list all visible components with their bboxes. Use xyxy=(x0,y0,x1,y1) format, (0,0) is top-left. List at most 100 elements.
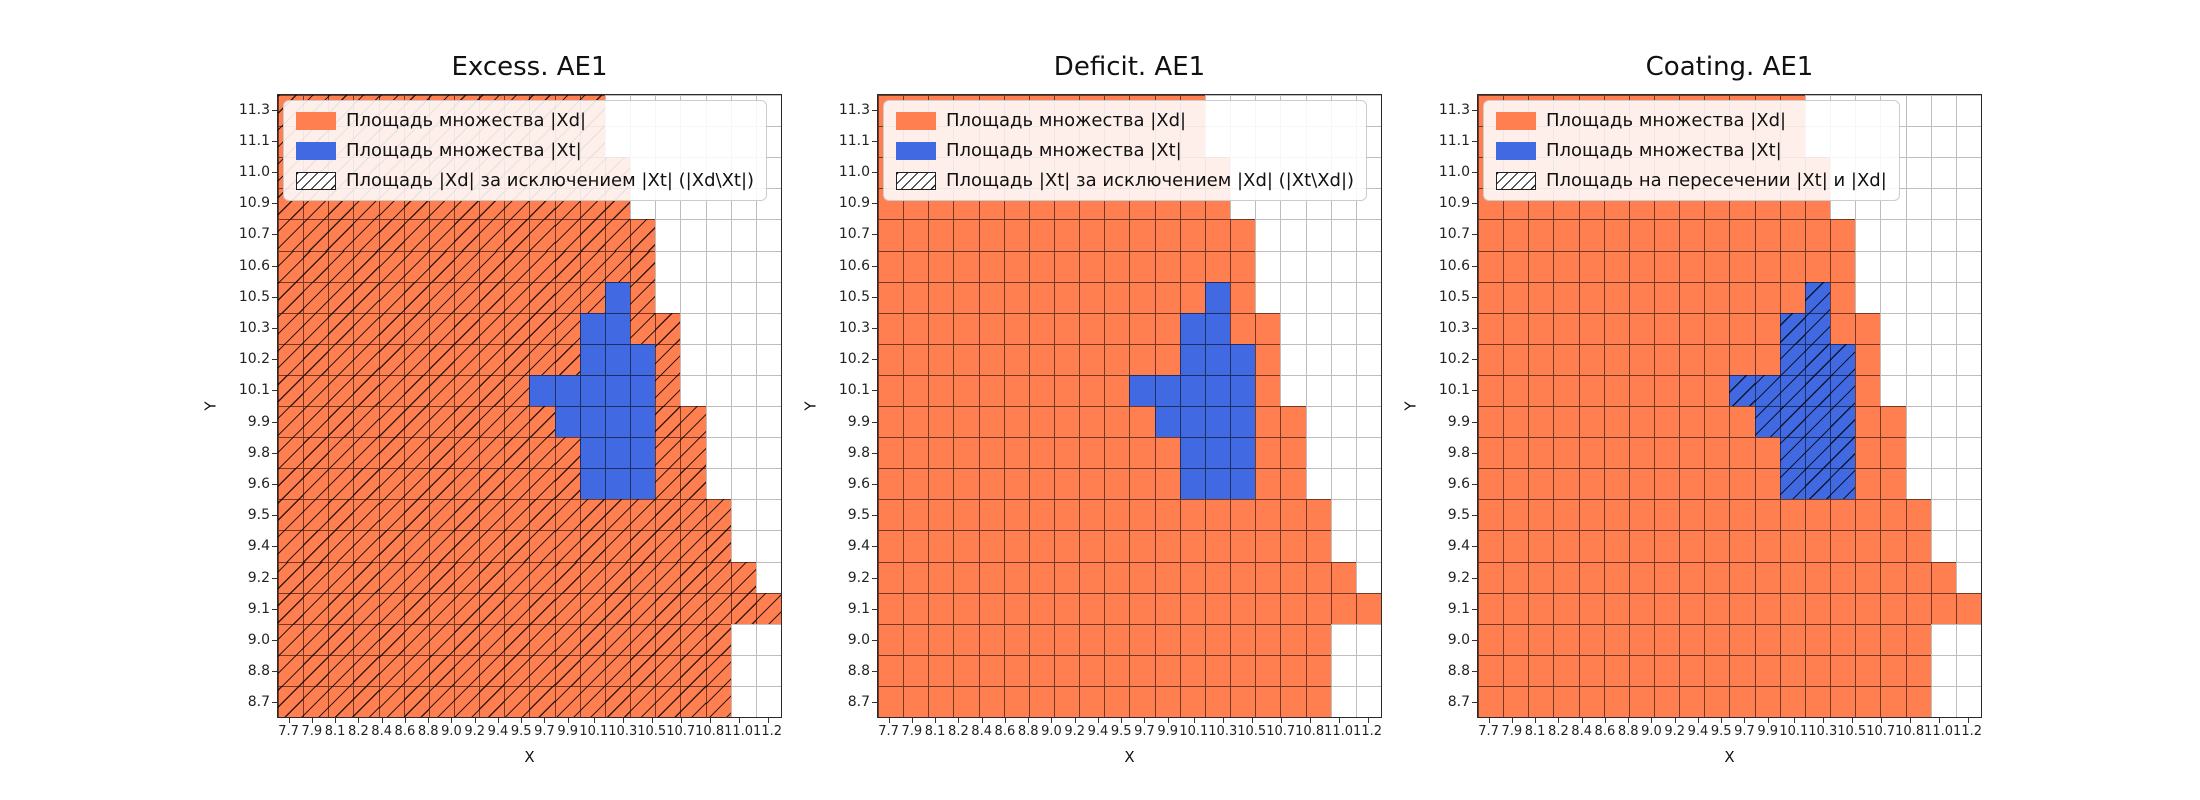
grid-cell-xd xyxy=(1478,219,1504,251)
grid-cell-xd xyxy=(1079,281,1105,313)
grid-cell-xd xyxy=(1679,374,1705,406)
grid-cell-xt xyxy=(1830,437,1856,469)
grid-cell-xd xyxy=(1204,623,1231,655)
grid-cell-xd xyxy=(1830,592,1856,624)
legend-swatch-xt xyxy=(896,141,936,160)
grid-cell-xd xyxy=(1104,654,1130,686)
grid-cell-xd xyxy=(1478,343,1504,375)
grid-cell-xd xyxy=(1603,685,1629,717)
grid-cell-xd xyxy=(1578,592,1604,624)
grid-cell-xd xyxy=(1179,654,1205,686)
grid-cell-xd xyxy=(1779,561,1805,593)
grid-cell-xd xyxy=(303,312,329,344)
y-tick-label: 10.5 xyxy=(218,281,277,312)
grid-cell-xt xyxy=(1779,312,1805,344)
grid-cell-xd xyxy=(1779,219,1805,251)
grid-cell-xd xyxy=(1679,312,1705,344)
grid-cell-xd xyxy=(630,219,656,251)
grid-cell-xd xyxy=(1003,654,1029,686)
grid-cell-xd xyxy=(278,685,304,717)
grid-cell-xd xyxy=(978,374,1004,406)
grid-cell-xd xyxy=(1704,312,1730,344)
grid-cell-xd xyxy=(1528,343,1554,375)
grid-cell-xd xyxy=(378,623,404,655)
grid-cell-xd xyxy=(928,685,954,717)
grid-cell-xd xyxy=(328,685,354,717)
grid-cell-xd xyxy=(328,499,354,531)
grid-cell-xd xyxy=(1129,281,1155,313)
grid-cell-xd xyxy=(353,530,379,562)
grid-cell-xd xyxy=(328,654,354,686)
grid-cell-empty xyxy=(755,374,781,406)
x-axis-label: X xyxy=(524,748,535,766)
grid-cell-empty xyxy=(1930,685,1956,717)
y-tick-label: 9.4 xyxy=(818,531,877,562)
grid-cell-xd xyxy=(978,685,1004,717)
grid-cell-xd xyxy=(1104,592,1130,624)
grid-cell-xd xyxy=(705,654,731,686)
x-tick-label: 11.2 xyxy=(753,718,782,739)
grid-cell-xd xyxy=(953,250,979,282)
grid-cell-xd xyxy=(353,592,379,624)
grid-cell-xd xyxy=(1578,499,1604,531)
grid-cell-xd xyxy=(1603,561,1629,593)
grid-cell-empty xyxy=(705,250,731,282)
grid-cell-xd xyxy=(1305,623,1331,655)
grid-cell-xd xyxy=(1754,592,1780,624)
grid-cell-xd xyxy=(1503,374,1529,406)
grid-cell-xd xyxy=(903,343,929,375)
x-tick-label: 9.5 xyxy=(510,718,532,739)
grid-cell-xd xyxy=(1154,437,1180,469)
grid-cell-xd xyxy=(579,623,605,655)
grid-cell-xd xyxy=(1028,685,1055,717)
grid-cell-xd xyxy=(1003,406,1029,438)
grid-cell-xd xyxy=(1280,561,1306,593)
grid-cell-xd xyxy=(1154,592,1180,624)
grid-cell-xd xyxy=(1729,623,1755,655)
grid-cell-empty xyxy=(1330,406,1356,438)
grid-cell-xd xyxy=(1704,219,1730,251)
grid-cell-xd xyxy=(1804,219,1831,251)
y-tick-label: 9.2 xyxy=(818,562,877,593)
grid-cell-xd xyxy=(1003,468,1029,500)
grid-cell-xd xyxy=(1779,281,1805,313)
grid-cell-xd xyxy=(403,437,429,469)
grid-cell-xd xyxy=(428,281,455,313)
grid-cell-xd xyxy=(978,499,1004,531)
grid-cell-xd xyxy=(1880,561,1906,593)
grid-cell-xd xyxy=(1503,312,1529,344)
grid-cell-xd xyxy=(428,468,455,500)
grid-cell-xd xyxy=(1503,406,1529,438)
grid-cell-xd xyxy=(978,530,1004,562)
grid-cell-xd xyxy=(655,530,681,562)
grid-cell-xd xyxy=(1880,437,1906,469)
grid-cell-empty xyxy=(1930,654,1956,686)
grid-cell-empty xyxy=(1905,374,1931,406)
grid-cell-xd xyxy=(378,250,404,282)
grid-cell-xd xyxy=(1028,530,1055,562)
grid-cell-xt xyxy=(1230,468,1256,500)
grid-cell-xd xyxy=(403,685,429,717)
grid-cell-xd xyxy=(1054,343,1080,375)
grid-cell-xd xyxy=(479,530,505,562)
grid-cell-empty xyxy=(1955,281,1981,313)
grid-cell-empty xyxy=(1880,374,1906,406)
grid-cell-empty xyxy=(1330,312,1356,344)
grid-cell-xd xyxy=(1028,250,1055,282)
grid-cell-xd xyxy=(554,343,580,375)
y-tick-label: 9.9 xyxy=(218,406,277,437)
grid-cell-empty xyxy=(1280,343,1306,375)
grid-cell-empty xyxy=(1305,343,1331,375)
grid-cell-xd xyxy=(1603,592,1629,624)
grid-cell-xd xyxy=(1578,374,1604,406)
grid-cell-xd xyxy=(1305,530,1331,562)
grid-cell-xd xyxy=(1603,654,1629,686)
grid-cell-xd xyxy=(378,374,404,406)
grid-cell-xd xyxy=(1079,437,1105,469)
grid-cell-xd xyxy=(1104,623,1130,655)
grid-cell-xd xyxy=(1003,623,1029,655)
grid-cell-xd xyxy=(1255,592,1281,624)
grid-cell-xd xyxy=(1704,437,1730,469)
grid-cell-xd xyxy=(1230,250,1256,282)
grid-cell-xd xyxy=(1654,312,1680,344)
